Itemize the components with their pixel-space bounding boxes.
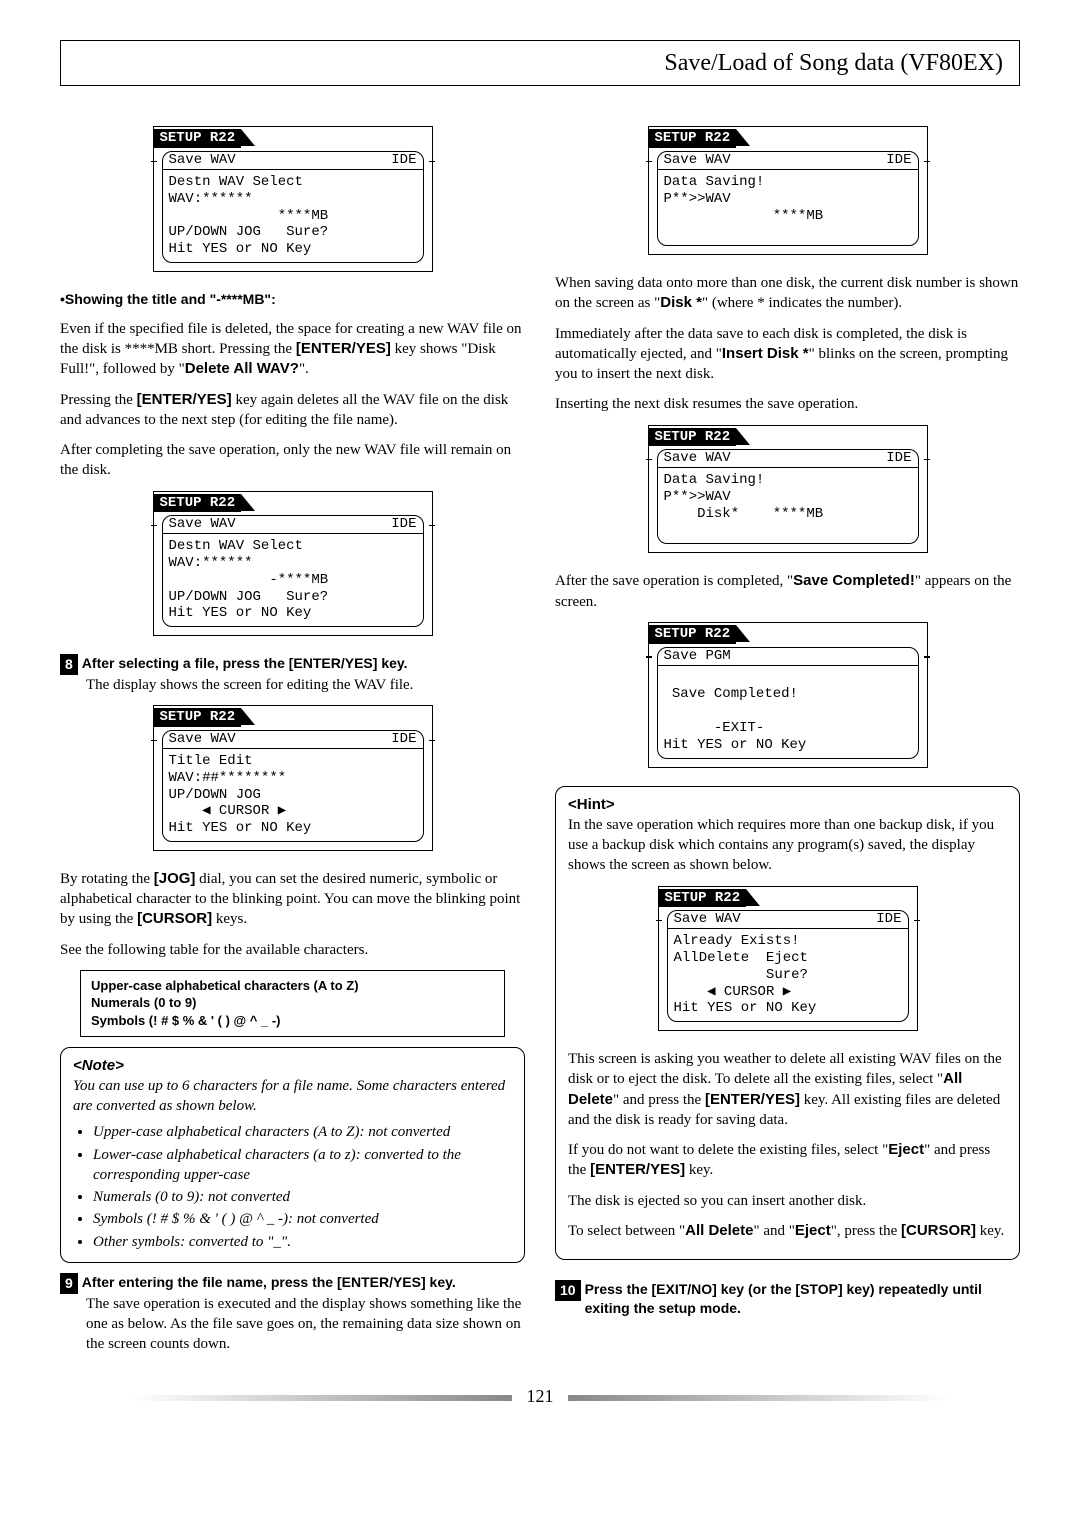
lcd-title-left: Save PGM — [664, 648, 731, 665]
hint-intro: In the save operation which requires mor… — [568, 815, 1007, 876]
lcd-screen-4: SETUP R22 Save WAV IDE Data Saving! P**>… — [648, 126, 928, 255]
lcd-tab: SETUP R22 — [649, 428, 737, 447]
lcd-body: Title Edit WAV:##******** UP/DOWN JOG ◀ … — [169, 753, 417, 837]
paragraph: Even if the specified file is deleted, t… — [60, 319, 525, 380]
lcd-title-left: Save WAV — [169, 152, 236, 169]
lcd-title-left: Save WAV — [674, 911, 741, 928]
step-number: 10 — [555, 1280, 581, 1301]
two-column-layout: SETUP R22 Save WAV IDE Destn WAV Select … — [60, 116, 1020, 1364]
lcd-screen-6: SETUP R22 Save PGM Save Completed! -EXIT… — [648, 622, 928, 768]
note-title: <Note> — [73, 1056, 512, 1076]
lcd-title-right: IDE — [391, 152, 416, 169]
list-item: Symbols (! # $ % & ' ( ) @ ^ _ -): not c… — [93, 1209, 512, 1229]
hint-title: <Hint> — [568, 795, 1007, 815]
lcd-body: Already Exists! AllDelete Eject Sure? ◀ … — [674, 933, 902, 1017]
list-item: Other symbols: converted to "_". — [93, 1232, 512, 1252]
paragraph: Pressing the [ENTER/YES] key again delet… — [60, 390, 525, 431]
lcd-body: Data Saving! P**>>WAV ****MB — [664, 174, 912, 241]
step-title: After selecting a file, press the [ENTER… — [82, 654, 408, 673]
list-item: Lower-case alphabetical characters (a to… — [93, 1145, 512, 1186]
step-9-heading: 9 After entering the file name, press th… — [60, 1273, 525, 1294]
paragraph: By rotating the [JOG] dial, you can set … — [60, 869, 525, 930]
character-table: Upper-case alphabetical characters (A to… — [80, 970, 505, 1037]
hint-box: <Hint> In the save operation which requi… — [555, 786, 1020, 1261]
list-item: Upper-case alphabetical characters (A to… — [93, 1122, 512, 1142]
lcd-title-right: IDE — [391, 516, 416, 533]
right-column: SETUP R22 Save WAV IDE Data Saving! P**>… — [555, 116, 1020, 1364]
page-number: 121 — [60, 1384, 1020, 1408]
lcd-tab: SETUP R22 — [649, 625, 737, 644]
lcd-tab: SETUP R22 — [154, 494, 242, 513]
step-number: 9 — [60, 1273, 78, 1294]
paragraph: After the save operation is completed, "… — [555, 571, 1020, 612]
lcd-screen-5: SETUP R22 Save WAV IDE Data Saving! P**>… — [648, 425, 928, 554]
lcd-title-left: Save WAV — [664, 152, 731, 169]
lcd-body: Destn WAV Select WAV:****** -****MB UP/D… — [169, 538, 417, 622]
paragraph: When saving data onto more than one disk… — [555, 273, 1020, 314]
header-title: Save/Load of Song data (VF80EX) — [664, 50, 1003, 76]
page-header: Save/Load of Song data (VF80EX) — [60, 40, 1020, 86]
char-list: Upper-case alphabetical characters (A to… — [91, 977, 494, 1030]
note-box: <Note> You can use up to 6 characters fo… — [60, 1047, 525, 1263]
step-9-body: The save operation is executed and the d… — [86, 1294, 525, 1355]
step-8-body: The display shows the screen for editing… — [86, 675, 525, 695]
lcd-screen-7: SETUP R22 Save WAV IDE Already Exists! A… — [658, 886, 918, 1032]
step-title: After entering the file name, press the … — [82, 1273, 456, 1292]
step-8-heading: 8 After selecting a file, press the [ENT… — [60, 654, 525, 675]
step-10-heading: 10 Press the [EXIT/NO] key (or the [STOP… — [555, 1280, 1020, 1318]
lcd-screen-1: SETUP R22 Save WAV IDE Destn WAV Select … — [153, 126, 433, 272]
list-item: Numerals (0 to 9): not converted — [93, 1187, 512, 1207]
step-title: Press the [EXIT/NO] key (or the [STOP] k… — [585, 1280, 1020, 1318]
paragraph: The disk is ejected so you can insert an… — [568, 1191, 1007, 1211]
lcd-title-left: Save WAV — [664, 450, 731, 467]
paragraph: Immediately after the data save to each … — [555, 324, 1020, 385]
paragraph: See the following table for the availabl… — [60, 940, 525, 960]
lcd-tab: SETUP R22 — [154, 708, 242, 727]
paragraph: Inserting the next disk resumes the save… — [555, 394, 1020, 414]
lcd-tab: SETUP R22 — [154, 129, 242, 148]
note-intro: You can use up to 6 characters for a fil… — [73, 1076, 512, 1117]
lcd-title-right: IDE — [876, 911, 901, 928]
lcd-tab: SETUP R22 — [659, 889, 747, 908]
lcd-screen-2: SETUP R22 Save WAV IDE Destn WAV Select … — [153, 491, 433, 637]
left-column: SETUP R22 Save WAV IDE Destn WAV Select … — [60, 116, 525, 1364]
lcd-body: Destn WAV Select WAV:****** ****MB UP/DO… — [169, 174, 417, 258]
paragraph: To select between "All Delete" and "Ejec… — [568, 1221, 1007, 1241]
lcd-title-right: IDE — [886, 152, 911, 169]
section-heading: •Showing the title and "-****MB": — [60, 290, 525, 309]
lcd-title-left: Save WAV — [169, 516, 236, 533]
step-number: 8 — [60, 654, 78, 675]
paragraph: If you do not want to delete the existin… — [568, 1140, 1007, 1181]
note-list: Upper-case alphabetical characters (A to… — [73, 1122, 512, 1252]
lcd-title-right: IDE — [391, 731, 416, 748]
lcd-body: Save Completed! -EXIT- Hit YES or NO Key — [664, 670, 912, 754]
lcd-title-left: Save WAV — [169, 731, 236, 748]
paragraph: This screen is asking you weather to del… — [568, 1049, 1007, 1130]
lcd-screen-3: SETUP R22 Save WAV IDE Title Edit WAV:##… — [153, 705, 433, 851]
lcd-body: Data Saving! P**>>WAV Disk* ****MB — [664, 472, 912, 539]
lcd-tab: SETUP R22 — [649, 129, 737, 148]
paragraph: After completing the save operation, onl… — [60, 440, 525, 481]
lcd-title-right: IDE — [886, 450, 911, 467]
